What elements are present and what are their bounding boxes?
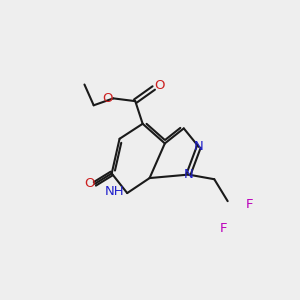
Text: F: F — [246, 198, 254, 211]
Text: N: N — [184, 168, 193, 181]
Text: O: O — [84, 177, 94, 190]
Text: N: N — [194, 140, 204, 153]
Text: F: F — [219, 222, 227, 235]
Text: O: O — [102, 92, 113, 105]
Text: O: O — [154, 79, 165, 92]
Text: NH: NH — [105, 185, 125, 198]
